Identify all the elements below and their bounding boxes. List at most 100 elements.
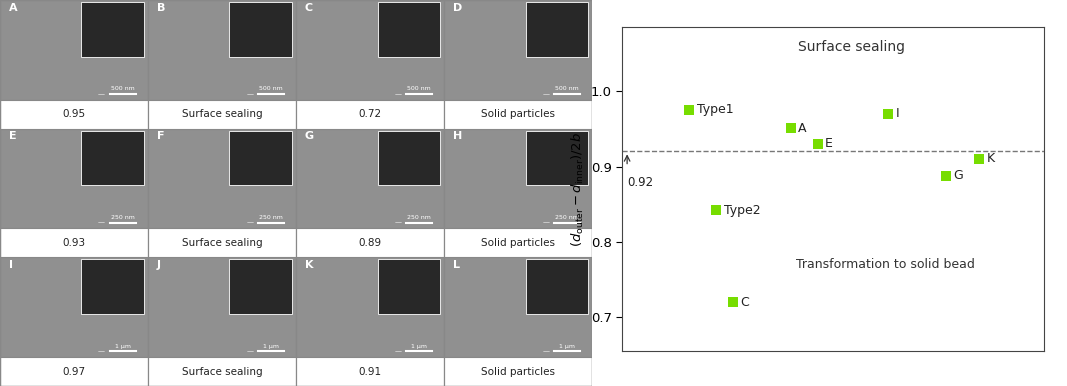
Bar xyxy=(81,2,144,57)
Text: A: A xyxy=(798,122,807,135)
Bar xyxy=(297,129,444,229)
Text: E: E xyxy=(825,137,833,151)
Text: —: — xyxy=(246,91,253,97)
Text: Solid particles: Solid particles xyxy=(481,238,555,248)
Point xyxy=(681,107,698,113)
Text: Type2: Type2 xyxy=(723,204,761,217)
Text: C: C xyxy=(740,296,749,309)
Text: —: — xyxy=(246,220,253,225)
Bar xyxy=(526,259,588,314)
Text: —: — xyxy=(542,91,550,97)
Bar xyxy=(297,357,444,386)
Text: 1 μm: 1 μm xyxy=(411,344,427,349)
Bar xyxy=(229,2,291,57)
Text: E: E xyxy=(9,131,16,141)
Point xyxy=(971,156,988,162)
Text: 0.92: 0.92 xyxy=(627,176,653,189)
Text: K: K xyxy=(987,152,996,166)
Text: —: — xyxy=(542,220,550,225)
Text: F: F xyxy=(157,131,164,141)
Text: 0.97: 0.97 xyxy=(63,367,85,376)
Text: 1 μm: 1 μm xyxy=(559,344,575,349)
Bar xyxy=(444,257,592,357)
Bar xyxy=(297,257,444,357)
Bar xyxy=(444,129,592,229)
Bar xyxy=(444,357,592,386)
Text: —: — xyxy=(98,348,106,354)
Text: 500 nm: 500 nm xyxy=(259,86,283,91)
Bar xyxy=(444,100,592,129)
Text: 0.93: 0.93 xyxy=(63,238,85,248)
Bar xyxy=(0,229,148,257)
Text: Surface sealing: Surface sealing xyxy=(181,238,262,248)
Bar xyxy=(148,129,297,229)
Text: Solid particles: Solid particles xyxy=(481,367,555,376)
Bar xyxy=(148,357,297,386)
Bar xyxy=(148,257,297,357)
Bar xyxy=(148,0,297,100)
Text: I: I xyxy=(896,107,899,120)
Point xyxy=(724,299,742,305)
Text: 0.72: 0.72 xyxy=(359,109,382,119)
Bar xyxy=(81,259,144,314)
Text: G: G xyxy=(305,131,314,141)
Bar xyxy=(0,0,148,100)
Text: 500 nm: 500 nm xyxy=(111,86,134,91)
Text: 1 μm: 1 μm xyxy=(115,344,131,349)
Bar xyxy=(526,130,588,185)
Point xyxy=(937,173,954,179)
Bar xyxy=(0,129,148,229)
Text: 1 μm: 1 μm xyxy=(262,344,278,349)
Bar xyxy=(148,229,297,257)
Text: Surface sealing: Surface sealing xyxy=(798,41,905,54)
Text: 0.89: 0.89 xyxy=(359,238,382,248)
Bar xyxy=(444,0,592,100)
Point xyxy=(809,141,826,147)
Bar xyxy=(378,130,440,185)
Text: —: — xyxy=(246,348,253,354)
Text: D: D xyxy=(453,3,462,13)
Point xyxy=(880,111,897,117)
Text: 250 nm: 250 nm xyxy=(111,215,134,220)
Bar xyxy=(378,2,440,57)
Text: Type1: Type1 xyxy=(697,103,733,117)
Text: B: B xyxy=(157,3,165,13)
Bar xyxy=(526,2,588,57)
Bar xyxy=(0,257,148,357)
Text: —: — xyxy=(542,348,550,354)
Point xyxy=(782,125,799,131)
Text: —: — xyxy=(98,91,106,97)
Bar xyxy=(0,100,148,129)
Bar xyxy=(297,229,444,257)
Text: I: I xyxy=(9,260,13,270)
Bar xyxy=(297,0,444,100)
Bar xyxy=(148,100,297,129)
Text: K: K xyxy=(305,260,314,270)
Text: C: C xyxy=(305,3,313,13)
Text: —: — xyxy=(394,220,401,225)
Text: A: A xyxy=(9,3,17,13)
Text: L: L xyxy=(453,260,460,270)
Text: Surface sealing: Surface sealing xyxy=(181,367,262,376)
Y-axis label: $(d_{\mathrm{outer}}-d_{\mathrm{inner}})/2b$: $(d_{\mathrm{outer}}-d_{\mathrm{inner}})… xyxy=(571,132,587,247)
Text: H: H xyxy=(453,131,462,141)
Bar xyxy=(229,259,291,314)
Bar xyxy=(378,259,440,314)
Text: G: G xyxy=(953,169,962,182)
Text: 500 nm: 500 nm xyxy=(555,86,579,91)
Bar xyxy=(81,130,144,185)
Text: 500 nm: 500 nm xyxy=(408,86,431,91)
Bar xyxy=(229,130,291,185)
Text: 0.95: 0.95 xyxy=(63,109,85,119)
Text: 250 nm: 250 nm xyxy=(259,215,283,220)
Text: —: — xyxy=(394,348,401,354)
Text: Solid particles: Solid particles xyxy=(481,109,555,119)
Bar xyxy=(297,100,444,129)
Text: —: — xyxy=(394,91,401,97)
Text: —: — xyxy=(98,220,106,225)
Bar xyxy=(444,229,592,257)
Point xyxy=(707,207,724,213)
Text: 250 nm: 250 nm xyxy=(407,215,431,220)
Text: Transformation to solid bead: Transformation to solid bead xyxy=(796,258,974,271)
Text: 0.91: 0.91 xyxy=(359,367,382,376)
